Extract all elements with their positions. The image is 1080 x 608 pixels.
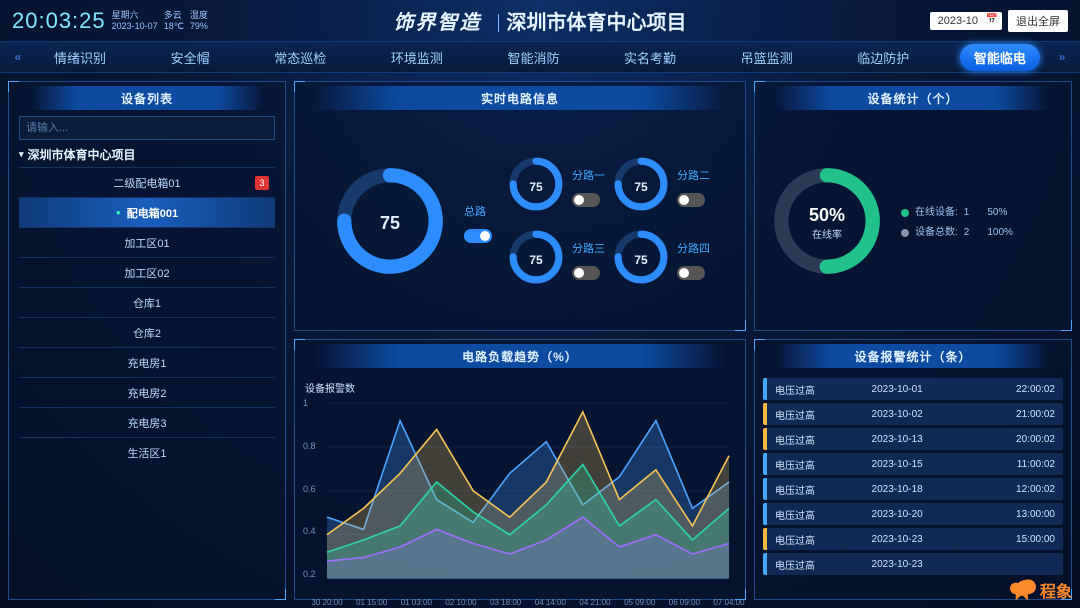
gauge-sub-label: 分路三 (572, 240, 605, 256)
tab-1[interactable]: 安全帽 (157, 44, 224, 71)
gauge-main: 75 (330, 161, 450, 286)
chart-subtitle: 设备报警数 (305, 380, 735, 395)
device-item[interactable]: 充电房3 (19, 407, 275, 437)
alarm-row[interactable]: 电压过高2023-10-0221:00:02 (763, 403, 1063, 425)
clock-meta: 星期六 2023-10-07 (112, 10, 158, 32)
gauge-sub: 75 (506, 154, 566, 219)
project-row[interactable]: ▾ 深圳市体育中心项目 (19, 146, 275, 163)
weather-meta: 多云 18℃ (164, 10, 184, 32)
alarm-row[interactable]: 电压过高2023-10-1511:00:02 (763, 453, 1063, 475)
online-ring: 50%在线率 (767, 161, 887, 286)
alarm-row[interactable]: 电压过高2023-10-2315:00:00 (763, 528, 1063, 550)
stats-legend: 在线设备: 150%设备总数: 2100% (901, 203, 1013, 243)
device-item[interactable]: 生活区1 (19, 437, 275, 467)
panel-title: 设备报警统计（条） (775, 344, 1051, 368)
tab-2[interactable]: 常态巡检 (260, 44, 340, 71)
panel-alarms: 设备报警统计（条） 电压过高2023-10-0122:00:02 电压过高2023… (754, 339, 1072, 600)
watermark: 程象 (1010, 578, 1072, 602)
device-item[interactable]: 加工区02 (19, 257, 275, 287)
gauge-sub: 75 (611, 227, 671, 292)
panel-title: 实时电路信息 (315, 86, 725, 110)
panel-title: 电路负载趋势（%） (315, 344, 725, 368)
header-bar: 20:03:25 星期六 2023-10-07 多云 18℃ 湿度 79% 饰界… (0, 0, 1080, 41)
panel-trend: 电路负载趋势（%） 设备报警数 10.80.60.40.230 20:0001 … (294, 339, 746, 600)
tab-5[interactable]: 实名考勤 (610, 44, 690, 71)
device-item[interactable]: 充电房2 (19, 377, 275, 407)
gauge-main-label: 总路 (464, 203, 486, 219)
device-item[interactable]: 加工区01 (19, 227, 275, 257)
device-item[interactable]: 仓库2 (19, 317, 275, 347)
alarm-row[interactable]: 电压过高2023-10-23 (763, 553, 1063, 575)
exit-fullscreen-button[interactable]: 退出全屏 (1008, 10, 1068, 32)
month-picker[interactable]: 2023-10 (930, 12, 1002, 30)
tabs-row: « 情绪识别 安全帽 常态巡检 环境监测 智能消防 实名考勤 吊篮监测 临边防护 智能临电 » (0, 41, 1080, 73)
gauge-sub-label: 分路一 (572, 167, 605, 183)
toggle-sub[interactable] (677, 266, 705, 280)
device-search-input[interactable] (19, 116, 275, 140)
alarm-row[interactable]: 电压过高2023-10-0122:00:02 (763, 378, 1063, 400)
tab-7[interactable]: 临边防护 (843, 44, 923, 71)
trend-chart: 10.80.60.40.230 20:0001 15:0001 03:0002 … (305, 399, 735, 595)
tab-0[interactable]: 情绪识别 (40, 44, 120, 71)
dashboard-grid: 设备列表 ▾ 深圳市体育中心项目 二级配电箱013配电箱001加工区01加工区0… (0, 73, 1080, 608)
gauge-sub-label: 分路二 (677, 167, 710, 183)
page-title: 饰界智造深圳市体育中心项目 (0, 6, 1080, 35)
tab-6[interactable]: 吊篮监测 (727, 44, 807, 71)
device-item[interactable]: 配电箱001 (19, 197, 275, 227)
toggle-main[interactable] (464, 229, 492, 243)
alert-badge: 3 (255, 176, 269, 190)
humidity-meta: 湿度 79% (190, 10, 208, 32)
gauge-sub: 75 (506, 227, 566, 292)
device-search (19, 116, 275, 140)
device-item[interactable]: 充电房1 (19, 347, 275, 377)
panel-title: 设备列表 (29, 86, 265, 110)
chevron-down-icon: ▾ (19, 149, 24, 160)
device-item[interactable]: 仓库1 (19, 287, 275, 317)
tabs-next-icon[interactable]: » (1052, 50, 1072, 64)
panel-device-list: 设备列表 ▾ 深圳市体育中心项目 二级配电箱013配电箱001加工区01加工区0… (8, 81, 286, 600)
tab-3[interactable]: 环境监测 (377, 44, 457, 71)
gauge-sub-label: 分路四 (677, 240, 710, 256)
panel-stats: 设备统计（个） 50%在线率 在线设备: 150%设备总数: 2100% (754, 81, 1072, 331)
toggle-sub[interactable] (572, 193, 600, 207)
alarm-row[interactable]: 电压过高2023-10-1812:00:02 (763, 478, 1063, 500)
tabs-prev-icon[interactable]: « (8, 50, 28, 64)
clock-time: 20:03:25 (12, 8, 106, 34)
gauge-sub: 75 (611, 154, 671, 219)
tab-4[interactable]: 智能消防 (493, 44, 573, 71)
panel-circuit: 实时电路信息 75 总路 75 分路一 75 分路二 75 分路三 75 分路四 (294, 81, 746, 331)
toggle-sub[interactable] (677, 193, 705, 207)
device-item[interactable]: 二级配电箱013 (19, 167, 275, 197)
alarm-row[interactable]: 电压过高2023-10-2013:00:00 (763, 503, 1063, 525)
tab-8[interactable]: 智能临电 (960, 44, 1040, 71)
alarm-row[interactable]: 电压过高2023-10-1320:00:02 (763, 428, 1063, 450)
toggle-sub[interactable] (572, 266, 600, 280)
app-root: 20:03:25 星期六 2023-10-07 多云 18℃ 湿度 79% 饰界… (0, 0, 1080, 608)
panel-title: 设备统计（个） (775, 86, 1051, 110)
